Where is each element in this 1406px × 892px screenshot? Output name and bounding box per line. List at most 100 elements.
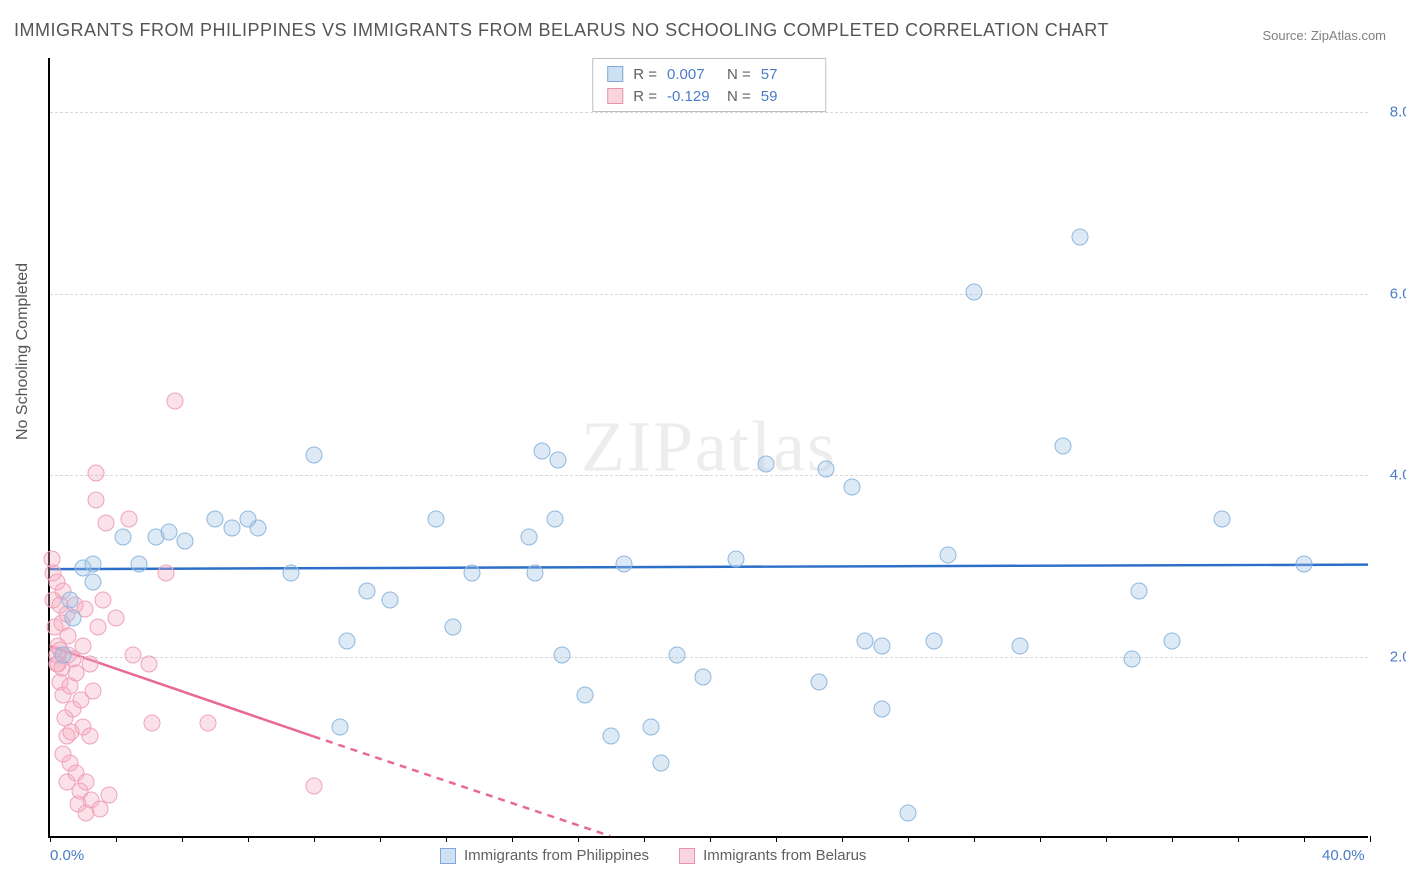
x-tick	[1370, 836, 1371, 842]
data-point-blue	[1012, 637, 1029, 654]
data-point-blue	[464, 564, 481, 581]
legend-item-blue: Immigrants from Philippines	[440, 847, 649, 864]
data-point-blue	[728, 551, 745, 568]
data-point-blue	[358, 583, 375, 600]
n-label: N =	[727, 66, 751, 83]
data-point-blue	[520, 528, 537, 545]
data-point-pink	[98, 515, 115, 532]
data-point-blue	[332, 719, 349, 736]
data-point-blue	[926, 633, 943, 650]
data-point-blue	[84, 555, 101, 572]
stats-legend-row-pink: R = -0.129 N = 59	[607, 85, 811, 107]
data-point-pink	[144, 714, 161, 731]
swatch-blue-icon	[607, 66, 623, 82]
data-point-pink	[141, 655, 158, 672]
x-tick	[1172, 836, 1173, 842]
data-point-blue	[1124, 651, 1141, 668]
data-point-pink	[84, 682, 101, 699]
data-point-blue	[207, 510, 224, 527]
data-point-pink	[200, 714, 217, 731]
data-point-blue	[428, 510, 445, 527]
x-tick	[446, 836, 447, 842]
legend-label: Immigrants from Philippines	[464, 847, 649, 864]
x-tick	[50, 836, 51, 842]
data-point-blue	[1164, 633, 1181, 650]
data-point-blue	[177, 533, 194, 550]
y-axis-label: No Schooling Completed	[14, 263, 32, 440]
data-point-blue	[857, 633, 874, 650]
data-point-blue	[160, 524, 177, 541]
x-tick	[314, 836, 315, 842]
y-tick-label: 2.0%	[1390, 648, 1406, 665]
data-point-blue	[55, 646, 72, 663]
data-point-blue	[939, 546, 956, 563]
data-point-blue	[114, 528, 131, 545]
data-point-blue	[576, 687, 593, 704]
data-point-pink	[124, 646, 141, 663]
n-value-pink: 59	[761, 88, 811, 105]
data-point-pink	[88, 465, 105, 482]
y-tick-label: 4.0%	[1390, 467, 1406, 484]
data-point-pink	[75, 637, 92, 654]
trend-lines	[50, 58, 1368, 836]
data-point-pink	[167, 392, 184, 409]
data-point-pink	[78, 773, 95, 790]
series-legend: Immigrants from Philippines Immigrants f…	[440, 847, 866, 864]
data-point-blue	[1055, 438, 1072, 455]
data-point-blue	[616, 555, 633, 572]
data-point-blue	[817, 460, 834, 477]
swatch-pink-icon	[607, 88, 623, 104]
x-tick	[710, 836, 711, 842]
data-point-blue	[758, 456, 775, 473]
r-value-pink: -0.129	[667, 88, 717, 105]
data-point-blue	[65, 610, 82, 627]
stats-legend: R = 0.007 N = 57 R = -0.129 N = 59	[592, 58, 826, 112]
data-point-blue	[339, 633, 356, 650]
x-tick	[116, 836, 117, 842]
legend-label: Immigrants from Belarus	[703, 847, 866, 864]
data-point-blue	[249, 519, 266, 536]
x-tick	[248, 836, 249, 842]
data-point-pink	[306, 778, 323, 795]
data-point-blue	[282, 564, 299, 581]
scatter-chart: ZIPatlas R = 0.007 N = 57 R = -0.129 N =…	[48, 58, 1368, 838]
n-value-blue: 57	[761, 66, 811, 83]
r-label: R =	[633, 66, 657, 83]
data-point-blue	[444, 619, 461, 636]
data-point-blue	[131, 555, 148, 572]
x-tick	[644, 836, 645, 842]
legend-item-pink: Immigrants from Belarus	[679, 847, 866, 864]
data-point-blue	[1131, 583, 1148, 600]
data-point-blue	[603, 728, 620, 745]
data-point-pink	[81, 655, 98, 672]
data-point-pink	[81, 728, 98, 745]
stats-legend-row-blue: R = 0.007 N = 57	[607, 63, 811, 85]
data-point-pink	[108, 610, 125, 627]
data-point-blue	[1071, 229, 1088, 246]
gridline	[50, 112, 1368, 113]
data-point-pink	[88, 492, 105, 509]
data-point-blue	[1296, 555, 1313, 572]
x-tick	[1040, 836, 1041, 842]
data-point-blue	[1213, 510, 1230, 527]
data-point-blue	[810, 673, 827, 690]
x-tick	[1304, 836, 1305, 842]
y-tick-label: 8.0%	[1390, 104, 1406, 121]
x-tick	[1106, 836, 1107, 842]
data-point-pink	[157, 564, 174, 581]
data-point-blue	[669, 646, 686, 663]
x-tick	[908, 836, 909, 842]
data-point-blue	[527, 564, 544, 581]
x-tick	[182, 836, 183, 842]
source-attribution: Source: ZipAtlas.com	[1262, 28, 1386, 43]
x-tick	[1238, 836, 1239, 842]
swatch-blue-icon	[440, 848, 456, 864]
chart-title: IMMIGRANTS FROM PHILIPPINES VS IMMIGRANT…	[14, 20, 1109, 41]
data-point-blue	[550, 451, 567, 468]
y-tick-label: 6.0%	[1390, 285, 1406, 302]
x-tick	[512, 836, 513, 842]
data-point-pink	[121, 510, 138, 527]
data-point-pink	[89, 619, 106, 636]
data-point-blue	[546, 510, 563, 527]
data-point-blue	[553, 646, 570, 663]
